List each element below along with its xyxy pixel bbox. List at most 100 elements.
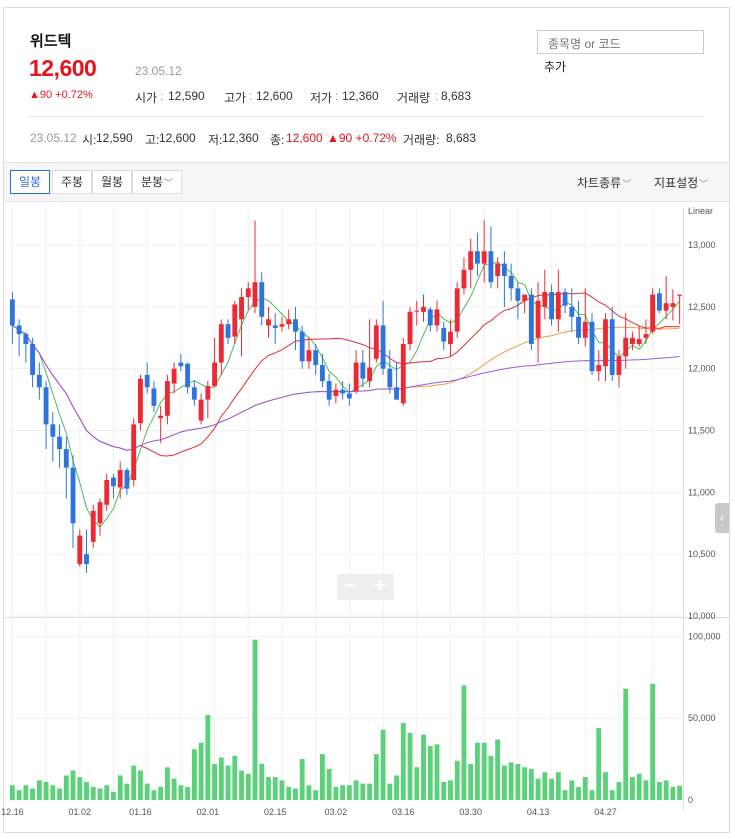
volume-bar	[481, 742, 487, 800]
candle	[84, 529, 89, 573]
volume-tick-label: 50,000	[688, 713, 716, 723]
candle	[488, 226, 494, 289]
zoom-out-button[interactable]: −	[345, 575, 357, 597]
candle	[77, 529, 83, 567]
current-price: 12,600	[29, 55, 97, 81]
candle	[313, 344, 319, 375]
candle-body	[542, 292, 548, 307]
candle	[340, 381, 346, 400]
summary-change: ▲90 +0.72%	[327, 131, 397, 145]
volume-bar	[340, 785, 346, 800]
add-button[interactable]: 추가	[544, 60, 567, 74]
volume-bar	[158, 786, 164, 800]
candle-body	[286, 319, 292, 325]
volume-bar	[245, 773, 251, 800]
candle	[448, 319, 453, 357]
candle	[353, 350, 359, 394]
low-label: 저가	[310, 91, 333, 105]
tab-monthly[interactable]: 월봉	[92, 170, 132, 194]
candle-body	[427, 309, 433, 326]
candle	[218, 319, 224, 375]
volume-bar	[677, 785, 683, 800]
candle-body	[630, 337, 635, 344]
tab-minute[interactable]: 분봉﹀	[132, 170, 182, 194]
candle	[481, 220, 487, 283]
stock-search-input[interactable]	[537, 30, 704, 54]
chart-type-menu[interactable]: 차트종류﹀	[577, 174, 631, 191]
candle	[555, 269, 561, 332]
indicator-label: 지표설정	[654, 176, 699, 190]
candle	[333, 383, 339, 404]
candle	[373, 319, 379, 363]
summary-low-value: 12,360	[222, 131, 259, 145]
volume-bar	[522, 767, 528, 800]
volume-bar	[454, 760, 460, 800]
candle-body	[30, 344, 36, 375]
candle	[245, 282, 251, 310]
candle-body	[394, 387, 399, 400]
volume-bar	[603, 772, 608, 800]
high-value: 12,600	[256, 89, 293, 103]
candle	[346, 383, 352, 406]
volume-bar	[225, 765, 231, 800]
candle-body	[23, 334, 29, 344]
candle-body	[414, 310, 420, 312]
candle-body	[313, 350, 319, 366]
summary-open-value: 12,590	[96, 131, 133, 145]
volume-tick-label: 100,000	[688, 631, 721, 641]
volume-bar	[319, 754, 325, 800]
open-value: 12,590	[168, 89, 205, 103]
candle-body	[117, 470, 123, 488]
candle-body	[623, 337, 629, 357]
volume-bar	[252, 639, 258, 800]
candle	[623, 313, 629, 369]
high-label: 고가	[224, 91, 247, 105]
volume-bar	[488, 755, 494, 800]
candle-body	[232, 304, 238, 337]
candle-body	[603, 319, 608, 367]
candle-body	[475, 251, 480, 264]
tab-daily[interactable]: 일봉	[10, 170, 50, 194]
candle-body	[77, 535, 83, 565]
panel-toggle-icon[interactable]: ‹	[715, 503, 729, 533]
candle-body	[549, 292, 554, 320]
candle-body	[535, 300, 541, 338]
candle-body	[279, 324, 285, 327]
volume-value: 8,683	[441, 89, 472, 103]
candle-body	[663, 303, 669, 311]
candle-body	[677, 294, 683, 296]
volume-bar	[421, 734, 426, 800]
candle-body	[63, 449, 69, 468]
candle	[501, 251, 507, 307]
candle	[326, 373, 332, 406]
candle-body	[124, 470, 130, 489]
date-tick-label: 03.30	[459, 807, 482, 817]
stock-name: 위드텍	[30, 33, 72, 50]
chevron-down-icon: ﹀	[699, 179, 709, 189]
colon: :	[160, 89, 164, 103]
tab-weekly[interactable]: 주봉	[52, 170, 92, 194]
tab-minute-label: 분봉	[140, 175, 164, 189]
volume-bar	[501, 765, 507, 800]
indicator-menu[interactable]: 지표설정﹀	[654, 174, 708, 191]
candle-body	[468, 251, 474, 270]
volume-bar	[171, 778, 177, 800]
summary-close-label: 종:	[270, 133, 285, 147]
candle	[124, 467, 130, 495]
candle-body	[481, 251, 487, 264]
zoom-in-button[interactable]: +	[374, 575, 386, 597]
volume-bar	[555, 772, 561, 800]
candle	[542, 269, 548, 320]
candle-body	[36, 374, 42, 388]
candle-body	[9, 299, 15, 326]
candle	[569, 288, 575, 332]
candle-body	[576, 316, 581, 338]
volume-bar	[50, 785, 56, 800]
volume-bar	[232, 755, 238, 800]
date-tick-label: 01.02	[69, 807, 92, 817]
volume-bar	[353, 780, 359, 800]
candle	[609, 306, 615, 382]
candle	[252, 220, 258, 314]
candle	[427, 306, 433, 332]
